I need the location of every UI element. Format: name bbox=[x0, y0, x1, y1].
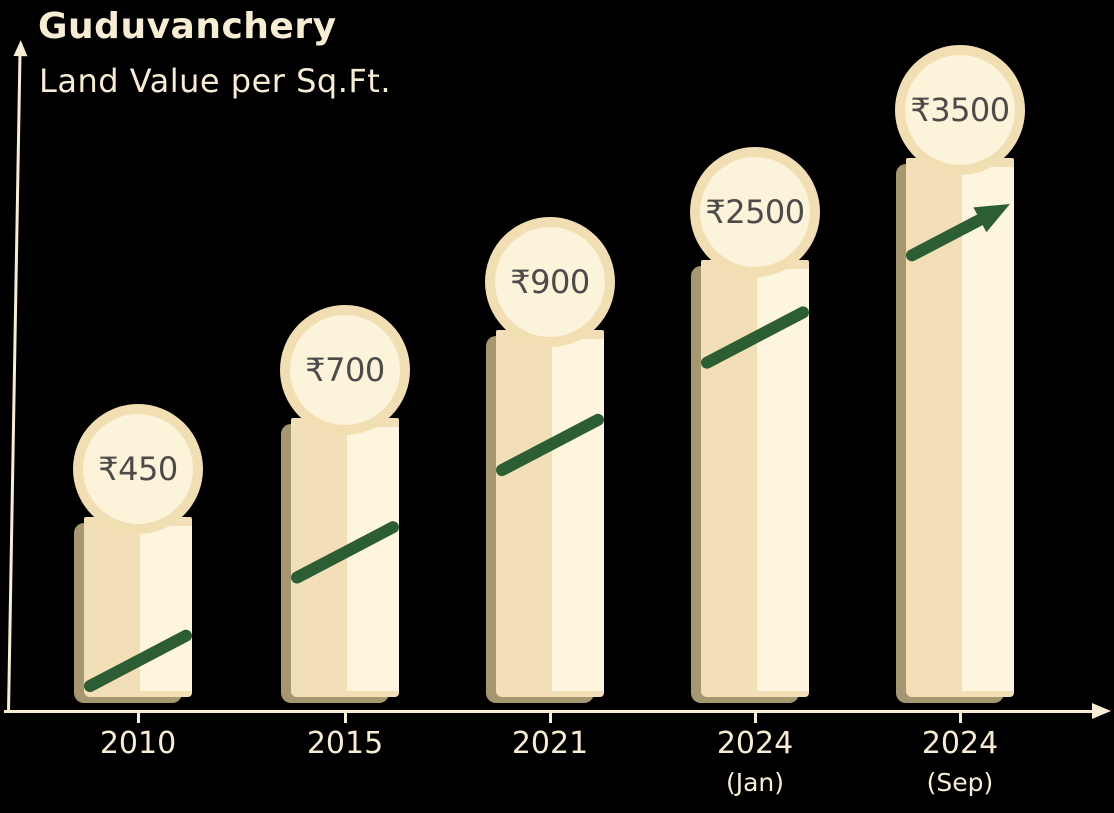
value-label: ₹900 bbox=[510, 263, 590, 301]
chart-title: Guduvanchery bbox=[38, 6, 337, 47]
x-axis-label-2021: 2021 bbox=[465, 726, 635, 762]
x-axis-tick bbox=[548, 711, 552, 723]
value-badge: ₹2500 bbox=[690, 147, 820, 277]
x-axis-label-month: (Jan) bbox=[725, 768, 785, 797]
x-axis-label-year: 2024 bbox=[921, 726, 999, 761]
bar-highlight-icon bbox=[347, 427, 399, 691]
x-axis-tick bbox=[136, 711, 140, 723]
x-axis-label-2024-sep: 2024 (Sep) bbox=[875, 726, 1045, 797]
x-axis-label-2024-jan: 2024 (Jan) bbox=[670, 726, 840, 797]
bar-group-2021: ₹900 bbox=[485, 217, 615, 703]
chart-subtitle: Land Value per Sq.Ft. bbox=[39, 62, 391, 100]
value-badge: ₹3500 bbox=[895, 45, 1025, 175]
value-label: ₹3500 bbox=[910, 91, 1010, 129]
x-axis-label-year: 2021 bbox=[511, 726, 589, 761]
value-label: ₹450 bbox=[98, 450, 178, 488]
x-axis-label-year: 2024 bbox=[716, 726, 794, 761]
value-badge: ₹700 bbox=[280, 305, 410, 435]
bar-group-2010: ₹450 bbox=[73, 404, 203, 703]
x-axis-tick bbox=[958, 711, 962, 723]
value-label: ₹2500 bbox=[705, 193, 805, 231]
x-axis-label-year: 2010 bbox=[99, 726, 177, 761]
x-axis-label-2015: 2015 bbox=[260, 726, 430, 762]
x-axis-label-2010: 2010 bbox=[53, 726, 223, 762]
x-axis-arrow-icon bbox=[1092, 703, 1111, 719]
value-badge: ₹450 bbox=[73, 404, 203, 534]
x-axis-label-year: 2015 bbox=[306, 726, 384, 761]
x-axis-label-month: (Sep) bbox=[926, 768, 994, 797]
value-badge: ₹900 bbox=[485, 217, 615, 347]
bar-highlight-icon bbox=[962, 167, 1014, 691]
bar-highlight-icon bbox=[757, 269, 809, 691]
bar-highlight-icon bbox=[140, 526, 192, 691]
bar-group-2015: ₹700 bbox=[280, 305, 410, 703]
bar-group-2024-sep: ₹3500 bbox=[895, 45, 1025, 703]
value-label: ₹700 bbox=[305, 351, 385, 389]
x-axis-tick bbox=[753, 711, 757, 723]
x-axis-tick bbox=[343, 711, 347, 723]
bar-highlight-icon bbox=[552, 339, 604, 691]
bar-group-2024-jan: ₹2500 bbox=[690, 147, 820, 703]
